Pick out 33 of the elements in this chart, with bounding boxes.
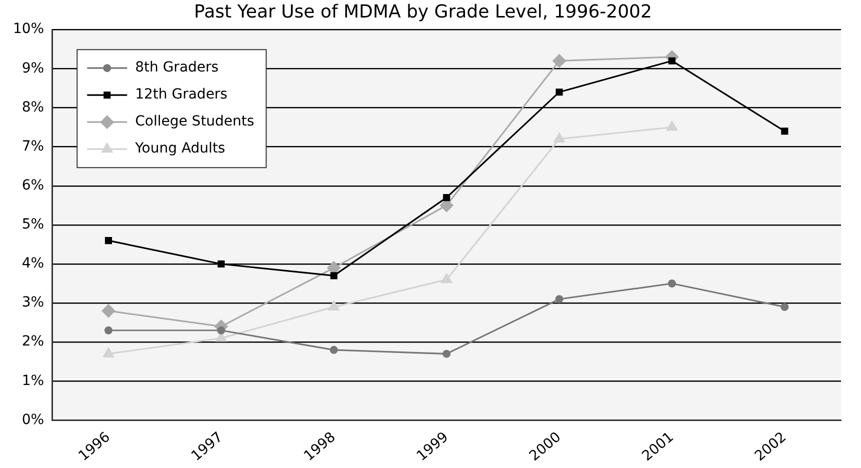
point (668, 57, 676, 64)
point (330, 346, 338, 354)
y-tick-label: 2% (22, 334, 44, 350)
point (781, 128, 788, 135)
point (104, 326, 112, 334)
point (442, 350, 451, 358)
point (668, 280, 676, 288)
point (217, 326, 226, 334)
point (555, 295, 564, 304)
point (104, 237, 112, 244)
point (330, 272, 338, 280)
y-tick-label: 10% (12, 21, 44, 38)
y-tick-label: 9% (22, 60, 44, 76)
point (552, 54, 566, 68)
y-tick-label: 8% (22, 99, 44, 116)
point (443, 194, 450, 202)
y-tick-label: 4% (22, 256, 44, 272)
point (218, 260, 225, 268)
y-tick-label: 1% (22, 372, 44, 389)
point (556, 88, 563, 96)
y-tick-label: 7% (22, 138, 44, 154)
y-tick-label: 3% (22, 294, 44, 311)
legend-label: 8th Graders (135, 60, 219, 76)
y-tick-label: 0% (22, 412, 44, 428)
y-tick-label: 5% (22, 216, 44, 233)
legend-label: 12th Graders (135, 86, 228, 103)
chart-title: Past Year Use of MDMA by Grade Level, 1996-2002 (194, 1, 652, 22)
point (780, 302, 789, 311)
y-tick-label: 6% (22, 177, 44, 194)
legend-label: College Students (135, 114, 254, 130)
point (101, 304, 116, 318)
point (440, 272, 453, 284)
legend-label: Young Adults (134, 140, 226, 157)
